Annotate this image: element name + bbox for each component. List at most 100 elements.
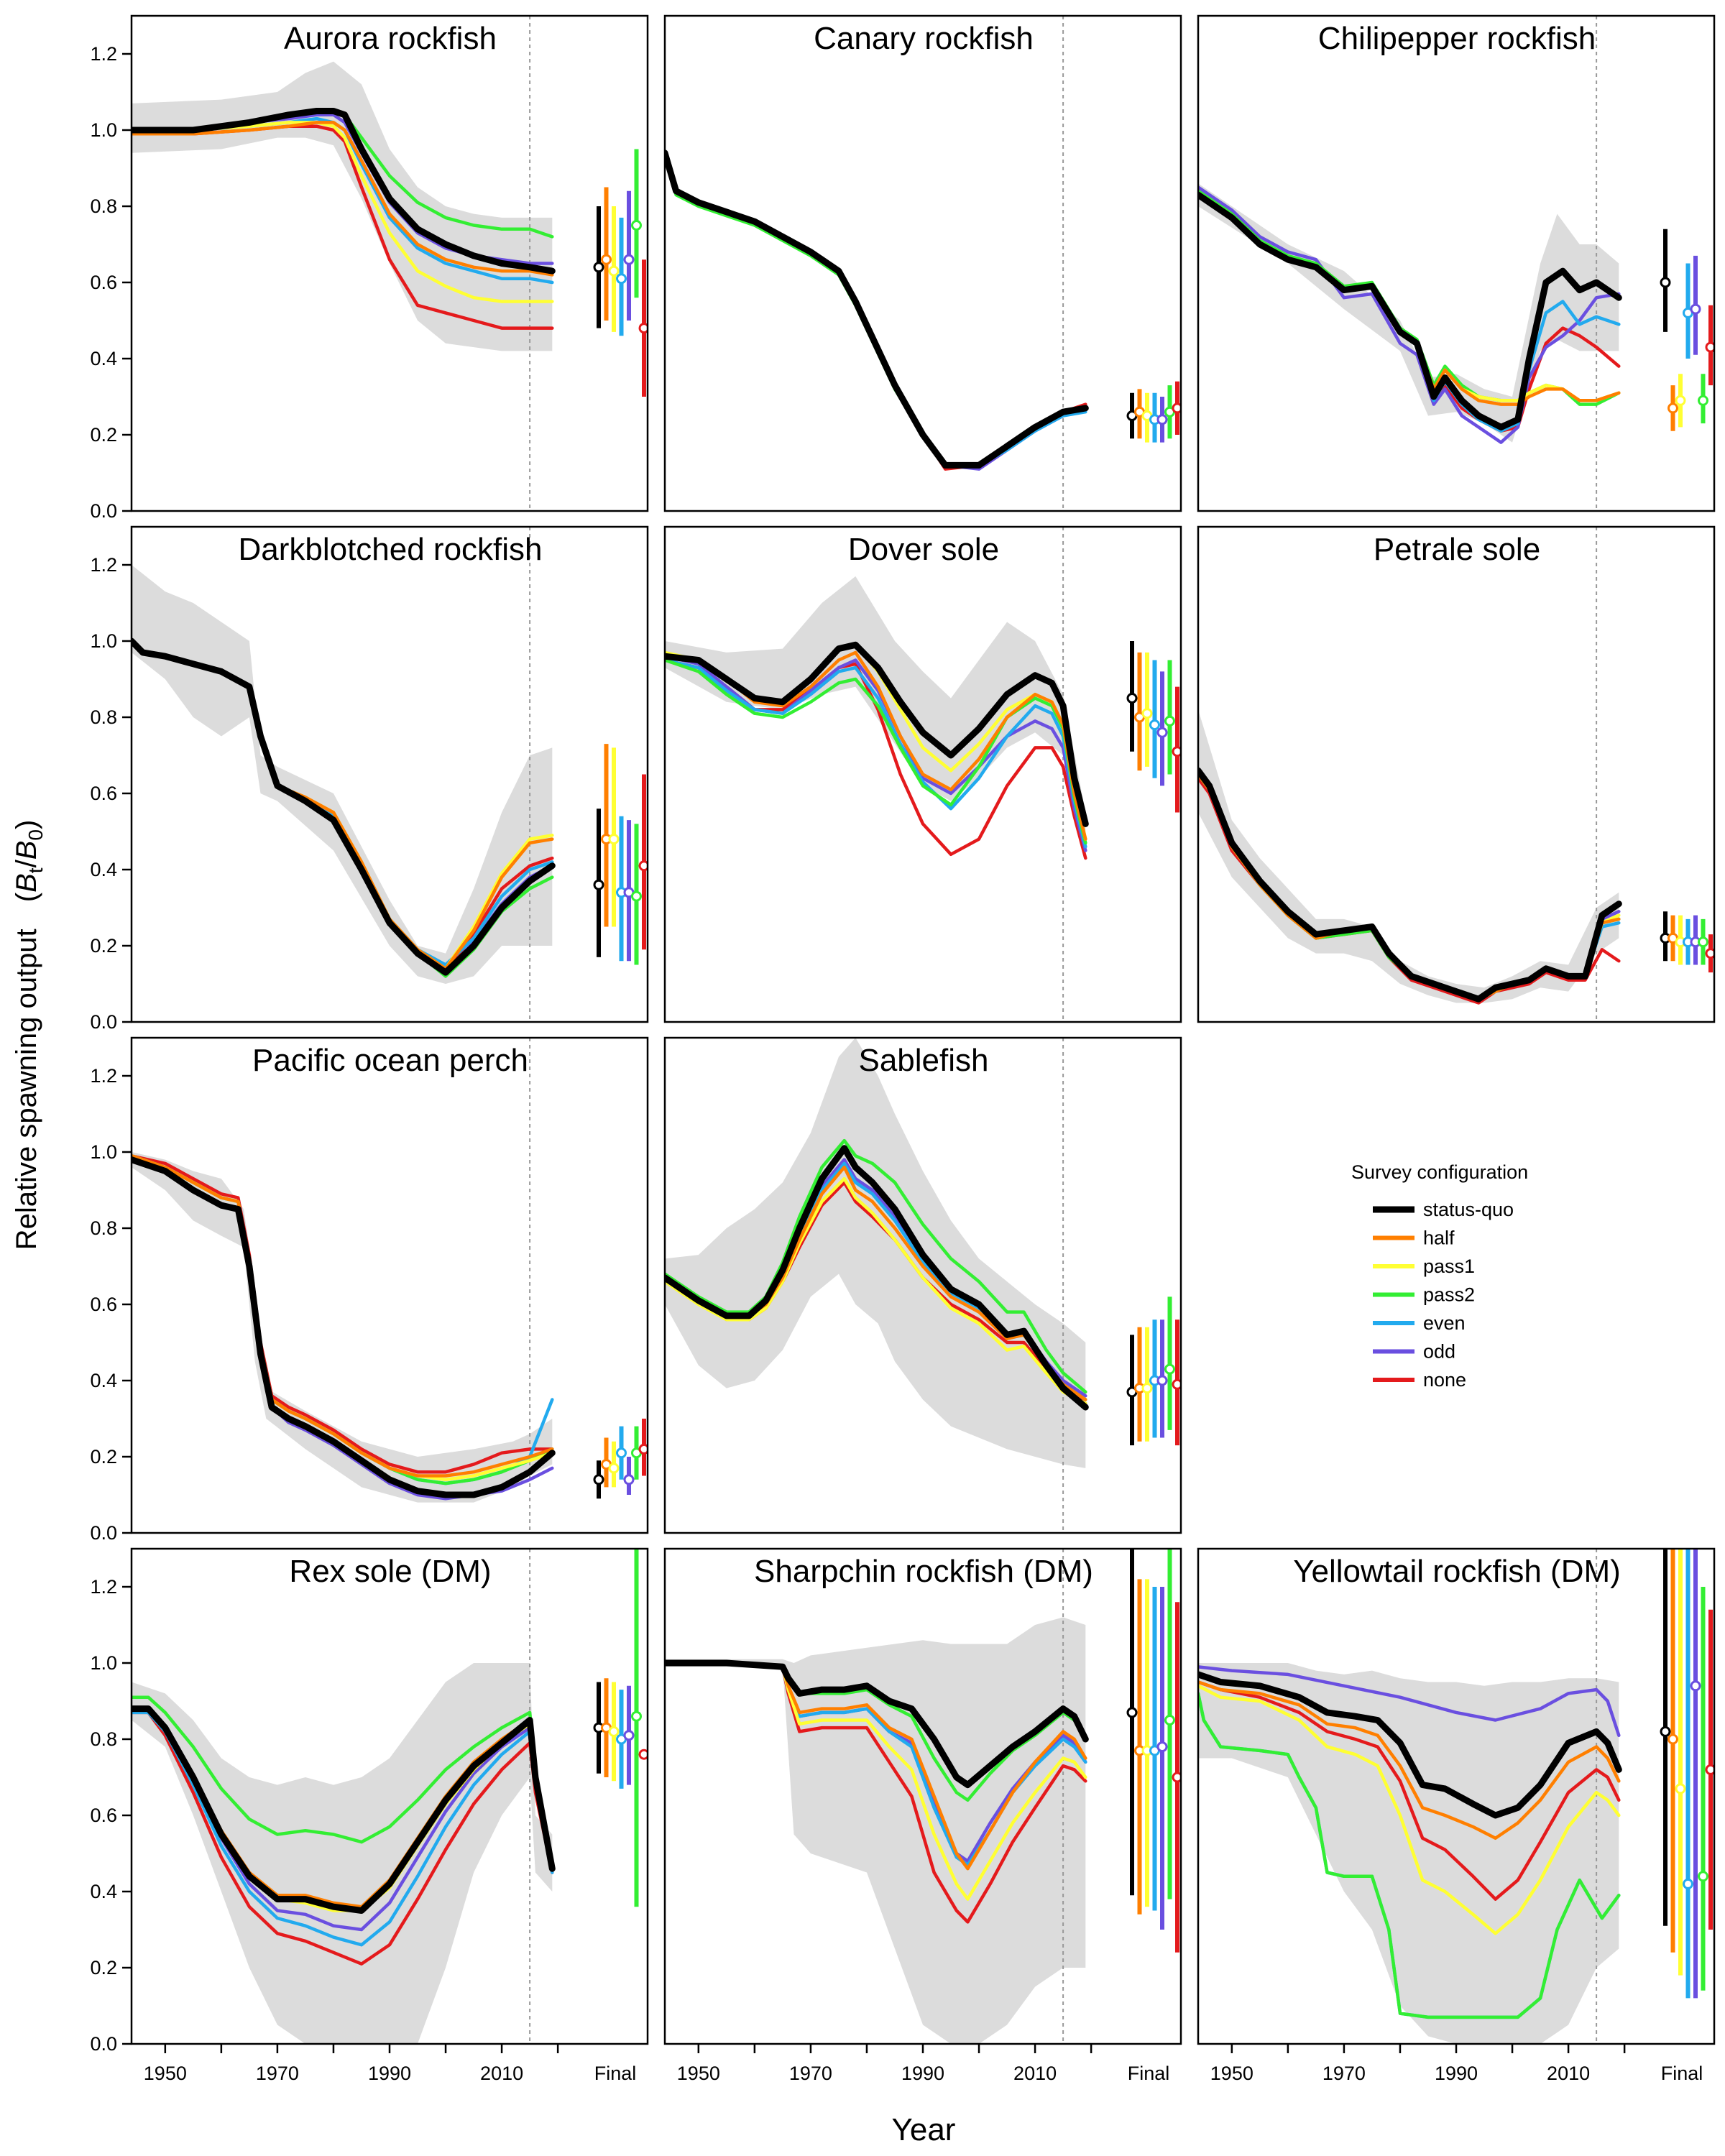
y-tick-label: 0.8 (90, 706, 117, 728)
x-tick-label: 1970 (1322, 2063, 1366, 2084)
y-ratio-den-sub: 0 (24, 829, 47, 841)
series-half (132, 1154, 554, 1478)
legend-label-odd: odd (1423, 1341, 1455, 1363)
final-point-none (638, 323, 648, 334)
final-point-pass2 (1698, 936, 1708, 948)
panel-6: Pacific ocean perch 0.0 0.2 0.4 0.6 0.8 1.0 1.2 (90, 1036, 649, 1544)
y-tick-label: 1.0 (90, 1652, 117, 1674)
final-point-pass1 (608, 1462, 620, 1474)
final-point-none (638, 1749, 648, 1760)
y-tick-label: 0.8 (90, 1728, 117, 1750)
series-half (665, 650, 1087, 841)
panel-frame (663, 525, 1182, 1023)
uncertainty-band (665, 576, 1086, 851)
final-point-pass2 (1164, 715, 1175, 727)
y-tick-label: 0.8 (90, 1217, 117, 1239)
final-point-pass1 (1675, 1783, 1686, 1795)
x-tick-label: 1950 (1210, 2063, 1254, 2084)
y-tick-label: 0.6 (90, 1805, 117, 1826)
uncertainty-band (1198, 1663, 1619, 2044)
series-status-quo (1198, 767, 1622, 1003)
panel-7: Sablefish (663, 1036, 1182, 1534)
final-point-status-quo (1126, 1707, 1138, 1718)
series-status-quo (1198, 1671, 1622, 1819)
panel-plot-area (1198, 1549, 1714, 2044)
y-tick-label: 1.0 (90, 630, 117, 652)
x-tick-label: 2010 (480, 2063, 523, 2084)
panel-frame (130, 525, 649, 1023)
final-point-status-quo (1660, 1726, 1671, 1737)
panel-10: Yellowtail rockfish (DM) 1950 1970 1990 2010… (1197, 1547, 1716, 2084)
uncertainty-band (132, 1152, 553, 1503)
series-status-quo (1198, 191, 1622, 430)
final-point-odd (1690, 303, 1701, 315)
legend-label-pass2: pass2 (1423, 1284, 1475, 1306)
panel-plot-area (1198, 16, 1714, 511)
series-odd (665, 151, 1087, 471)
final-point-even (1149, 719, 1160, 731)
y-ratio-num-sub: t (24, 867, 47, 873)
legend-label-half: half (1423, 1227, 1455, 1249)
legend-label-status-quo: status-quo (1423, 1199, 1514, 1220)
final-point-odd (1156, 1375, 1168, 1386)
final-point-none (1705, 341, 1714, 353)
y-tick-label: 0.8 (90, 195, 117, 217)
panel-plot-area (132, 527, 648, 1022)
final-point-pass2 (1164, 1363, 1175, 1375)
panel-title: Rex sole (DM) (289, 1554, 491, 1589)
legend-label-none: none (1423, 1369, 1466, 1391)
uncertainty-band (665, 1617, 1086, 2044)
y-tick-label: 1.2 (90, 1576, 117, 1598)
series-half (1198, 1680, 1621, 1841)
x-tick-label: 1990 (1435, 2063, 1478, 2084)
final-point-status-quo (593, 1474, 604, 1485)
panel-plot-area (665, 527, 1181, 1022)
y-tick-label: 0.4 (90, 1881, 117, 1902)
panel-plot-area (1198, 527, 1714, 1022)
series-pass2 (665, 155, 1087, 467)
y-tick-label: 1.2 (90, 43, 117, 65)
final-point-pass1 (608, 1726, 620, 1737)
x-tick-label: 1950 (144, 2063, 187, 2084)
series-pass2 (132, 1695, 554, 1867)
final-point-odd (1690, 1680, 1701, 1692)
panel-frame (130, 1036, 649, 1534)
panel-title: Canary rockfish (814, 21, 1034, 56)
y-ratio-den: B (11, 841, 42, 860)
y-tick-label: 0.0 (90, 2033, 117, 2055)
series-status-quo (132, 637, 556, 976)
x-tick-label: 2010 (1547, 2063, 1590, 2084)
series-none (665, 151, 1087, 471)
panel-title: Sablefish (858, 1043, 988, 1078)
y-tick-label: 0.2 (90, 1446, 117, 1468)
y-tick-label: 0.0 (90, 1011, 117, 1033)
legend-label-even: even (1423, 1312, 1466, 1334)
final-point-pass2 (631, 1710, 642, 1722)
panel-frame (1197, 14, 1716, 512)
series-pass1 (665, 151, 1087, 467)
panel-2: Chilipepper rockfish (1197, 14, 1716, 512)
x-tick-label: 1970 (789, 2063, 832, 2084)
y-axis-label: Relative spawning output (Bt/B0) (11, 820, 47, 1250)
final-label: Final (594, 2063, 637, 2084)
series-pass2 (1198, 1692, 1621, 2019)
final-point-none (1172, 402, 1181, 414)
final-point-odd (623, 254, 635, 265)
y-tick-label: 0.6 (90, 1294, 117, 1315)
final-point-pass1 (608, 834, 620, 845)
panel-5: Petrale sole (1197, 525, 1716, 1023)
panel-frame (1197, 525, 1716, 1023)
panel-frame (130, 14, 649, 512)
series-even (665, 151, 1087, 467)
final-label: Final (1128, 2063, 1170, 2084)
final-point-pass1 (1675, 395, 1686, 406)
series-status-quo (665, 641, 1089, 827)
panel-plot-area (132, 1549, 648, 2044)
series-even (132, 1710, 554, 1947)
series-pass2 (665, 658, 1087, 845)
panel-title: Dover sole (848, 532, 999, 567)
y-tick-label: 0.0 (90, 1522, 117, 1544)
y-tick-label: 0.2 (90, 1957, 117, 1978)
y-tick-label: 1.0 (90, 1141, 117, 1163)
y-ratio-num: B (11, 873, 42, 893)
